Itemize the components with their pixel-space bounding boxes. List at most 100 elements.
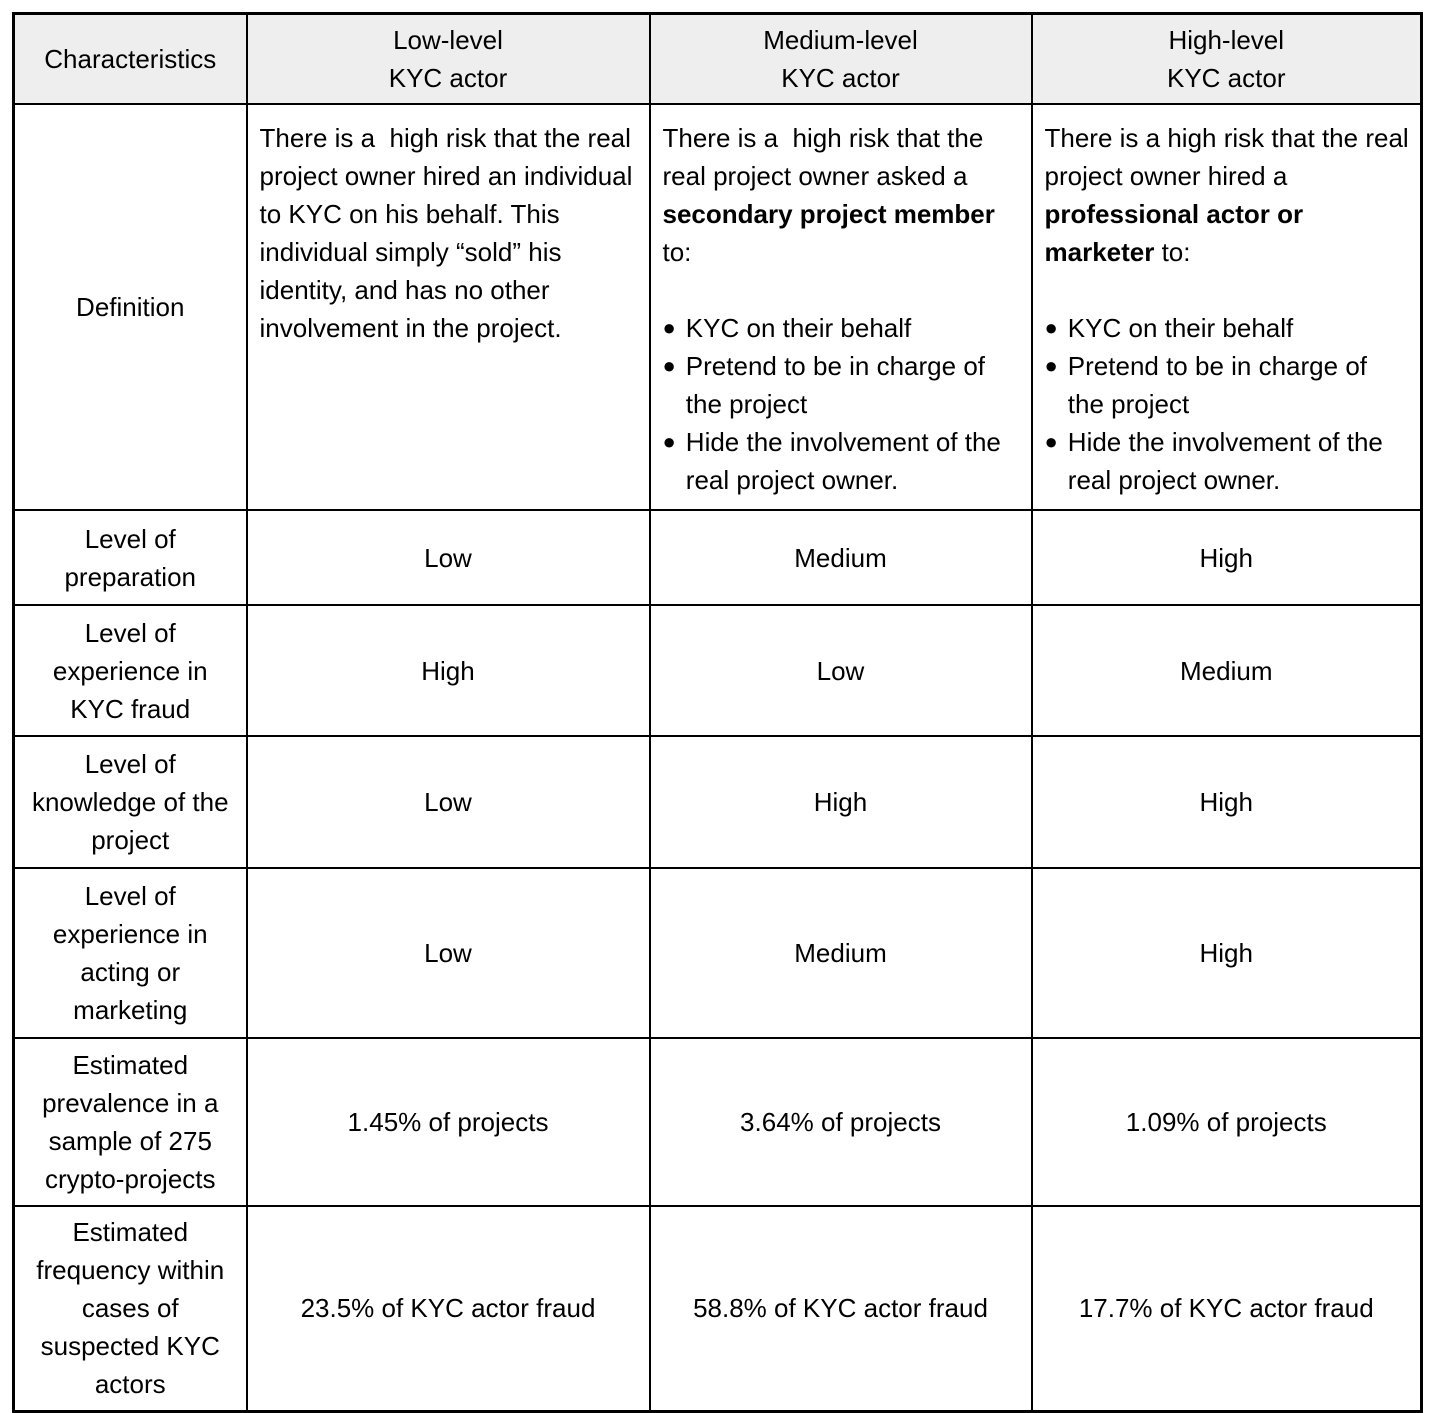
- value-cell-low: Low: [245, 867, 651, 1039]
- value-cell-low: 1.45% of projects: [245, 1037, 651, 1207]
- value-cell-medium: 58.8% of KYC actor fraud: [648, 1205, 1033, 1412]
- definition-medium-bold: secondary project member: [662, 199, 995, 229]
- header-cell-medium-level: Medium-level KYC actor: [648, 12, 1033, 105]
- value-text: Low: [816, 655, 865, 686]
- bullet-item: ● KYC on their behalf: [1045, 309, 1411, 347]
- row-label: Level of knowledge of the project: [31, 749, 229, 855]
- table-row-estimated-frequency: Estimated frequency within cases of susp…: [12, 1205, 1423, 1412]
- value-cell-medium: Medium: [648, 867, 1033, 1039]
- value-text: High: [813, 787, 868, 817]
- value-cell-high: Medium: [1030, 604, 1423, 737]
- row-label-cell: Estimated prevalence in a sample of 275 …: [12, 1037, 248, 1207]
- row-label-cell: Level of experience in KYC fraud: [12, 604, 248, 737]
- bullet-icon: ●: [662, 315, 676, 340]
- bullet-icon: ●: [1044, 315, 1058, 340]
- value-text: Low: [424, 938, 472, 968]
- row-label: Estimated frequency within cases of susp…: [36, 1217, 225, 1400]
- table-row-knowledge-project: Level of knowledge of the project Low Hi…: [12, 735, 1423, 869]
- definition-bullets-high: ● KYC on their behalf ● Pretend to be in c…: [1045, 309, 1411, 499]
- value-text: Medium: [794, 542, 887, 573]
- value-text: High: [421, 655, 475, 686]
- value-text: 23.5% of KYC actor fraud: [300, 1293, 596, 1324]
- row-label-definition: Definition: [76, 292, 185, 322]
- definition-text-low: There is a high risk that the real proje…: [259, 123, 640, 343]
- value-text: 1.09% of projects: [1125, 1107, 1327, 1137]
- bullet-text: Pretend to be in charge of the project: [1067, 351, 1367, 419]
- table-row-definition: Definition There is a high risk that the…: [12, 103, 1423, 511]
- value-cell-low: High: [245, 604, 651, 737]
- value-cell-low: 23.5% of KYC actor fraud: [245, 1205, 651, 1412]
- value-text: High: [1199, 542, 1253, 573]
- definition-text-medium: There is a high risk that the real proje…: [663, 119, 1021, 271]
- kyc-actor-comparison-table: Characteristics Low-level KYC actor Medi…: [12, 12, 1423, 1413]
- bullet-item: ● Pretend to be in charge of the project: [663, 347, 1021, 423]
- row-label: Estimated prevalence in a sample of 275 …: [42, 1050, 219, 1194]
- row-label: Level of experience in acting or marketi…: [52, 881, 208, 1025]
- value-text: 3.64% of projects: [740, 1107, 941, 1137]
- row-label-cell: Level of preparation: [12, 509, 248, 606]
- definition-medium-post: to:: [662, 199, 1003, 267]
- value-cell-medium: Medium: [648, 509, 1033, 606]
- value-cell-low: Low: [245, 509, 651, 606]
- header-label-high-level: High-level KYC actor: [1167, 25, 1286, 93]
- row-label-cell: Estimated frequency within cases of susp…: [12, 1205, 248, 1412]
- definition-high-pre: There is a high risk that the real proje…: [1044, 123, 1416, 191]
- row-label-cell-definition: Definition: [12, 103, 248, 511]
- value-cell-high: 17.7% of KYC actor fraud: [1030, 1205, 1423, 1412]
- value-text: Low: [424, 787, 472, 817]
- value-cell-low: Low: [245, 735, 651, 869]
- header-label-low-level: Low-level KYC actor: [388, 25, 508, 93]
- definition-cell-medium: There is a high risk that the real proje…: [648, 103, 1033, 511]
- bullet-item: ● Hide the involvement of the real projec…: [1045, 423, 1411, 499]
- bullet-icon: ●: [1044, 353, 1058, 378]
- table-row-experience-acting-marketing: Level of experience in acting or marketi…: [12, 867, 1423, 1039]
- value-text: 1.45% of projects: [347, 1107, 549, 1137]
- header-label-characteristics: Characteristics: [44, 44, 217, 74]
- bullet-icon: ●: [662, 429, 676, 454]
- value-text: High: [1199, 938, 1253, 968]
- value-cell-medium: Low: [648, 604, 1033, 737]
- row-label: Level of preparation: [64, 523, 197, 592]
- value-cell-medium: High: [648, 735, 1033, 869]
- table-row-preparation: Level of preparation Low Medium High: [12, 509, 1423, 606]
- table-row-experience-kyc-fraud: Level of experience in KYC fraud High Lo…: [12, 604, 1423, 737]
- value-text: 17.7% of KYC actor fraud: [1078, 1293, 1374, 1324]
- bullet-icon: ●: [662, 353, 676, 378]
- value-text: Medium: [1180, 655, 1273, 686]
- header-cell-low-level: Low-level KYC actor: [245, 12, 651, 105]
- bullet-icon: ●: [1044, 429, 1058, 454]
- bullet-text: Hide the involvement of the real project…: [1067, 427, 1383, 495]
- definition-text-high: There is a high risk that the real proje…: [1045, 119, 1411, 271]
- definition-cell-high: There is a high risk that the real proje…: [1030, 103, 1423, 511]
- row-label-cell: Level of experience in acting or marketi…: [12, 867, 248, 1039]
- row-label: Level of experience in KYC fraud: [52, 617, 208, 724]
- value-cell-medium: 3.64% of projects: [648, 1037, 1033, 1207]
- header-cell-high-level: High-level KYC actor: [1030, 12, 1423, 105]
- definition-high-bold: professional actor or marketer: [1044, 199, 1311, 267]
- value-cell-high: High: [1030, 735, 1423, 869]
- value-cell-high: High: [1030, 867, 1423, 1039]
- header-label-medium-level: Medium-level KYC actor: [763, 25, 918, 93]
- bullet-item: ● KYC on their behalf: [663, 309, 1021, 347]
- bullet-text: Pretend to be in charge of the project: [685, 351, 985, 419]
- bullet-text: Hide the involvement of the real project…: [685, 427, 1001, 495]
- row-label-cell: Level of knowledge of the project: [12, 735, 248, 869]
- value-cell-high: High: [1030, 509, 1423, 606]
- definition-high-post: to:: [1154, 237, 1191, 267]
- value-cell-high: 1.09% of projects: [1030, 1037, 1423, 1207]
- definition-medium-pre: There is a high risk that the real proje…: [662, 123, 991, 191]
- definition-bullets-medium: ● KYC on their behalf ● Pretend to be in c…: [663, 309, 1021, 499]
- value-text: High: [1199, 787, 1253, 817]
- bullet-text: KYC on their behalf: [685, 313, 912, 343]
- value-text: Medium: [794, 938, 887, 968]
- bullet-item: ● Pretend to be in charge of the project: [1045, 347, 1411, 423]
- bullet-text: KYC on their behalf: [1067, 313, 1294, 343]
- bullet-item: ● Hide the involvement of the real projec…: [663, 423, 1021, 499]
- definition-cell-low: There is a high risk that the real proje…: [245, 103, 651, 511]
- header-cell-characteristics: Characteristics: [12, 12, 248, 105]
- value-text: 58.8% of KYC actor fraud: [693, 1293, 988, 1324]
- table-header-row: Characteristics Low-level KYC actor Medi…: [12, 12, 1423, 105]
- value-text: Low: [424, 542, 472, 573]
- table-row-estimated-prevalence: Estimated prevalence in a sample of 275 …: [12, 1037, 1423, 1207]
